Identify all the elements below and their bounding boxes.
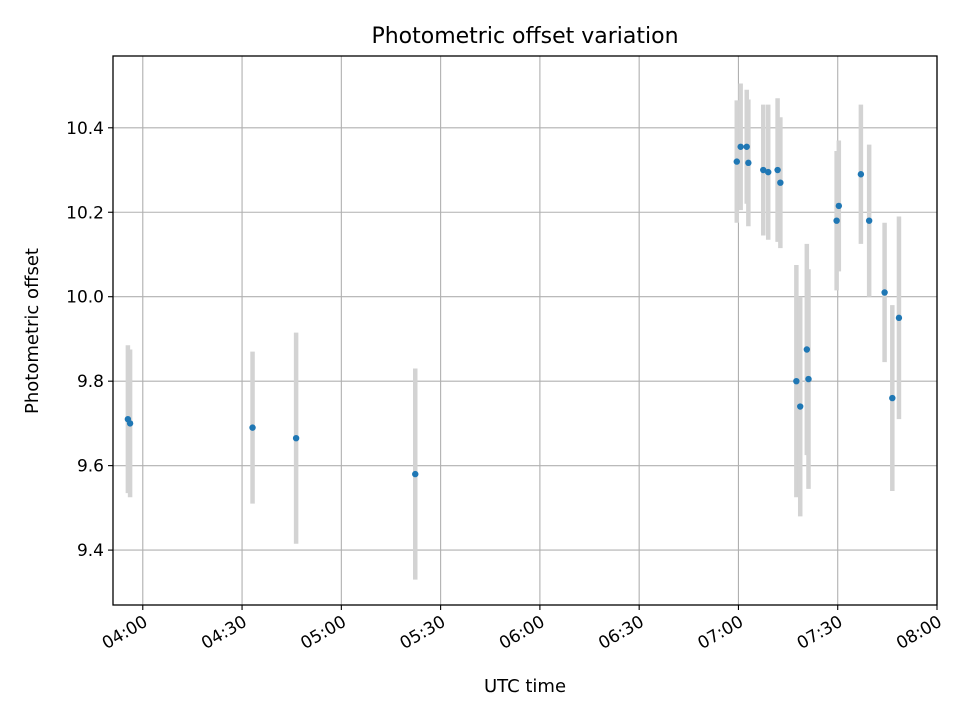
data-point — [777, 179, 784, 186]
data-point — [733, 158, 740, 165]
data-point — [745, 159, 752, 167]
y-tick-label: 10.2 — [66, 203, 104, 223]
y-tick-label: 10.4 — [66, 119, 104, 139]
data-point — [412, 470, 419, 478]
data-point — [865, 217, 873, 224]
data-point — [765, 168, 772, 176]
plot-frame — [112, 55, 938, 606]
chart-title: Photometric offset variation — [371, 24, 678, 49]
data-point — [793, 377, 800, 385]
data-point — [760, 166, 767, 174]
y-axis-ticks: 9.4 9.6 9.8 10.0 10.2 10.4 — [66, 119, 113, 561]
data-points — [124, 143, 903, 478]
data-point — [833, 217, 840, 224]
data-point — [743, 143, 750, 150]
data-point — [889, 394, 896, 402]
y-tick-label: 9.6 — [77, 457, 104, 477]
y-tick-label: 10.0 — [66, 288, 104, 308]
data-point — [249, 424, 256, 431]
y-tick-label: 9.4 — [77, 541, 104, 561]
data-point — [774, 166, 781, 174]
x-axis-label: UTC time — [484, 676, 566, 697]
y-axis-label: Photometric offset — [22, 248, 43, 414]
data-point — [895, 314, 903, 322]
data-point — [805, 375, 812, 383]
data-point — [835, 202, 843, 210]
data-point — [126, 420, 134, 427]
data-point — [797, 403, 804, 410]
data-point — [292, 434, 300, 442]
y-tick-label: 9.8 — [77, 372, 104, 392]
data-point — [881, 289, 888, 296]
data-point — [803, 346, 811, 353]
data-point — [737, 143, 744, 150]
data-point — [857, 171, 865, 178]
